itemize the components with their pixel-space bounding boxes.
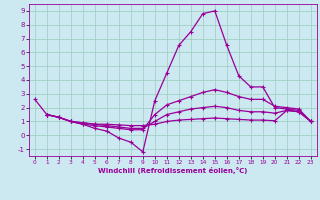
X-axis label: Windchill (Refroidissement éolien,°C): Windchill (Refroidissement éolien,°C) [98,167,247,174]
